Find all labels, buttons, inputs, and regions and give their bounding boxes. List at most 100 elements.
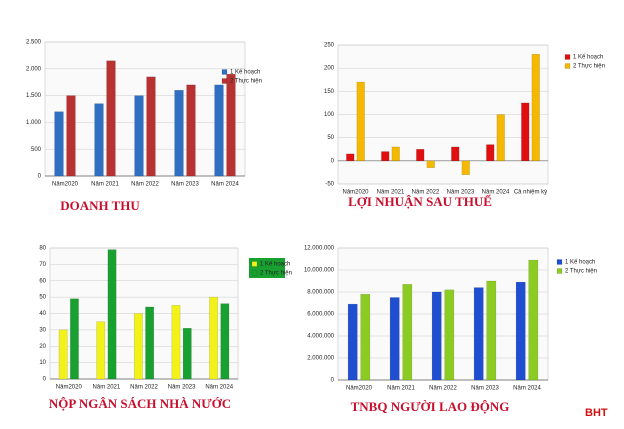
bar bbox=[515, 281, 526, 381]
bar bbox=[107, 249, 117, 380]
bar bbox=[171, 305, 181, 380]
y-tick-label: 500 bbox=[31, 147, 42, 153]
x-tick-label: Năm 2021 bbox=[387, 386, 415, 392]
legend-box bbox=[249, 258, 285, 278]
y-tick-label: 60 bbox=[39, 278, 46, 284]
y-tick-label: 0 bbox=[331, 158, 335, 164]
y-tick-label: 80 bbox=[39, 246, 46, 252]
y-tick-label: 2.000 bbox=[26, 66, 42, 72]
bar bbox=[70, 298, 79, 380]
y-tick-label: 70 bbox=[39, 262, 46, 268]
x-tick-label: Năm 2023 bbox=[471, 386, 499, 392]
y-tick-label: -50 bbox=[325, 182, 334, 188]
x-tick-label: Năm2020 bbox=[52, 182, 79, 188]
legend-label: 2 Thực hiện bbox=[260, 271, 292, 277]
y-tick-label: 200 bbox=[324, 66, 335, 72]
x-tick-label: Năm 2024 bbox=[205, 385, 233, 391]
legend-label: 1 Kế hoạch bbox=[565, 260, 595, 266]
bar bbox=[389, 297, 400, 381]
bar bbox=[356, 81, 365, 162]
y-tick-label: 2.000.000 bbox=[307, 356, 334, 362]
legend-label: 1 Kế hoạch bbox=[230, 70, 260, 76]
y-tick-label: 1.500 bbox=[26, 93, 42, 99]
x-tick-label: Năm 2024 bbox=[211, 182, 239, 188]
bar bbox=[94, 103, 104, 177]
y-tick-label: 10 bbox=[39, 360, 46, 366]
x-tick-label: Năm 2021 bbox=[93, 385, 121, 391]
bar bbox=[174, 89, 184, 177]
bar bbox=[96, 321, 106, 380]
chart-title: TNBQ NGƯỜI LAO ĐỘNG bbox=[351, 399, 510, 414]
x-tick-label: Năm 2023 bbox=[447, 190, 475, 196]
bar bbox=[451, 146, 460, 162]
legend-label: 2 Thực hiện bbox=[230, 79, 262, 85]
legend-swatch bbox=[221, 69, 228, 75]
plot-wall bbox=[44, 41, 246, 177]
bar bbox=[54, 111, 64, 177]
x-tick-label: Năm 2024 bbox=[513, 386, 541, 392]
x-tick-label: Năm 2023 bbox=[171, 182, 199, 188]
bar bbox=[360, 293, 371, 381]
x-tick-label: Năm2020 bbox=[56, 385, 83, 391]
x-tick-label: Năm 2022 bbox=[412, 190, 440, 196]
y-tick-label: 6.000.000 bbox=[307, 312, 334, 318]
bar bbox=[473, 287, 484, 381]
y-tick-label: 10.000.000 bbox=[304, 268, 335, 274]
legend-swatch bbox=[251, 270, 258, 276]
bar bbox=[391, 146, 400, 162]
chart-title: LỢI NHUẬN SAU THUẾ bbox=[348, 194, 492, 209]
x-tick-label: Năm 2022 bbox=[131, 182, 159, 188]
y-tick-label: 2.500 bbox=[26, 40, 42, 46]
bar bbox=[486, 144, 495, 162]
bar bbox=[66, 95, 76, 177]
bar bbox=[134, 95, 144, 177]
bar bbox=[145, 306, 155, 380]
y-tick-label: 0 bbox=[331, 378, 335, 384]
x-tick-label: Năm 2021 bbox=[377, 190, 405, 196]
y-tick-label: 50 bbox=[327, 135, 334, 141]
y-tick-label: 100 bbox=[324, 112, 335, 118]
bar bbox=[146, 76, 156, 177]
legend-label: 2 Thực hiện bbox=[565, 269, 597, 275]
x-tick-label: Cả nhiệm kỳ bbox=[514, 190, 547, 196]
bar bbox=[58, 329, 68, 380]
bar bbox=[496, 114, 505, 162]
bar bbox=[182, 327, 192, 380]
y-tick-label: 30 bbox=[39, 327, 46, 333]
y-tick-label: 8.000.000 bbox=[307, 290, 334, 296]
y-tick-label: 0 bbox=[38, 174, 42, 180]
bar bbox=[444, 289, 455, 381]
x-tick-label: Năm 2023 bbox=[168, 385, 196, 391]
y-tick-label: 12.000.000 bbox=[304, 246, 335, 252]
bar bbox=[528, 259, 539, 381]
legend-swatch bbox=[564, 63, 571, 69]
x-tick-label: Năm2020 bbox=[342, 190, 369, 196]
bar bbox=[381, 151, 390, 162]
legend-swatch bbox=[564, 54, 571, 60]
bar bbox=[209, 296, 218, 380]
chart-title: DOANH THU bbox=[60, 198, 140, 213]
bar bbox=[133, 313, 143, 380]
y-tick-label: 50 bbox=[39, 295, 46, 301]
y-tick-label: 1.000 bbox=[26, 120, 42, 126]
y-tick-label: 20 bbox=[39, 344, 46, 350]
legend-swatch bbox=[251, 261, 258, 267]
x-tick-label: Năm 2021 bbox=[91, 182, 119, 188]
bar bbox=[214, 84, 224, 177]
legend-label: 1 Kế hoạch bbox=[573, 55, 603, 61]
watermark: BHT bbox=[585, 407, 608, 419]
bar bbox=[402, 284, 413, 381]
legend-swatch bbox=[556, 259, 563, 265]
x-tick-label: Năm2020 bbox=[346, 386, 373, 392]
y-tick-label: 40 bbox=[39, 311, 46, 317]
bar bbox=[461, 160, 470, 175]
chart-title: NỘP NGÂN SÁCH NHÀ NƯỚC bbox=[49, 396, 231, 411]
bar bbox=[346, 153, 355, 162]
bar bbox=[347, 303, 358, 381]
x-tick-label: Năm 2024 bbox=[482, 190, 510, 196]
x-tick-label: Năm 2022 bbox=[130, 385, 158, 391]
bar bbox=[426, 160, 435, 169]
legend-label: 2 Thực hiện bbox=[573, 64, 605, 70]
bar bbox=[186, 84, 196, 177]
